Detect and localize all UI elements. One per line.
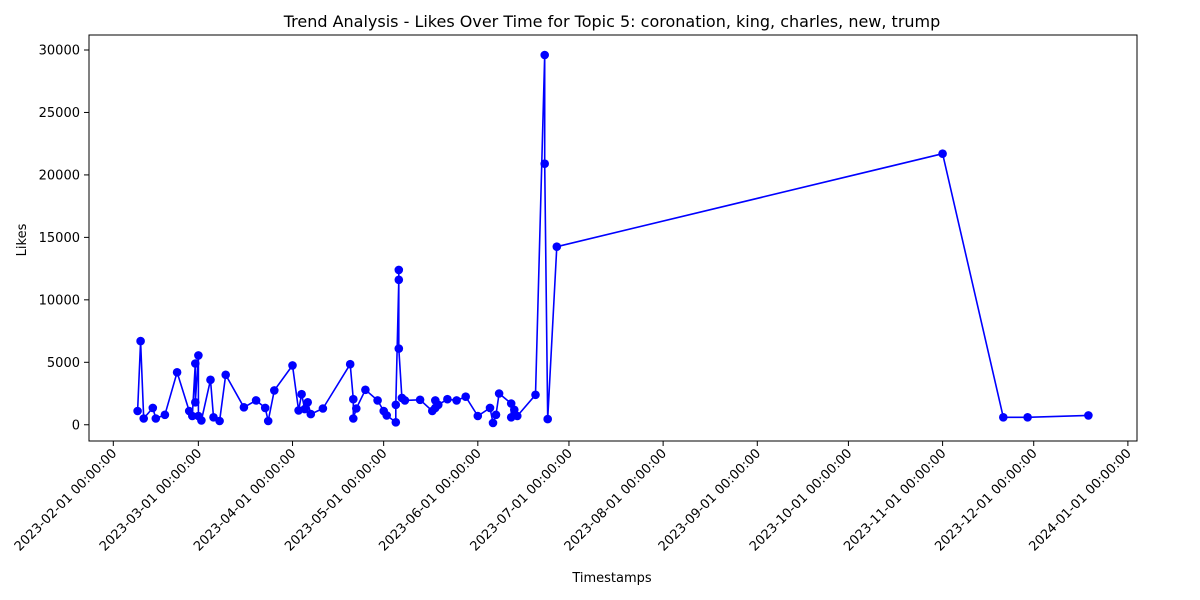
data-point (318, 404, 328, 413)
data-point (543, 414, 552, 424)
data-point (297, 389, 306, 399)
data-point (133, 406, 142, 416)
chart-title: Trend Analysis - Likes Over Time for Top… (283, 12, 941, 31)
data-point (160, 410, 170, 420)
data-point (531, 390, 540, 400)
data-point (1084, 411, 1093, 420)
plot-area (88, 34, 1138, 442)
data-point (251, 396, 261, 405)
data-point (485, 403, 495, 413)
data-point (194, 351, 203, 360)
x-tick-label: 2023-04-01 00:00:00 (191, 446, 299, 554)
data-point (461, 392, 471, 402)
data-point (361, 385, 370, 395)
data-point (136, 336, 145, 346)
data-point (148, 403, 158, 413)
data-point (288, 361, 297, 370)
data-point (260, 403, 270, 413)
x-tick-label: 2023-12-01 00:00:00 (932, 446, 1040, 554)
data-point (270, 386, 279, 395)
data-point (443, 394, 452, 404)
data-point (540, 159, 549, 168)
data-point (394, 265, 404, 275)
data-point (191, 359, 200, 368)
x-tick-label: 2023-06-01 00:00:00 (376, 446, 484, 554)
data-point (394, 275, 404, 285)
x-tick-label: 2023-11-01 00:00:00 (841, 446, 949, 554)
data-point (349, 394, 358, 404)
data-point (139, 414, 148, 423)
data-point (999, 413, 1008, 422)
data-point (191, 398, 200, 407)
y-tick-label: 30000 (39, 43, 80, 58)
x-axis-label: Timestamps (571, 571, 652, 586)
data-point (494, 389, 504, 398)
data-point (300, 404, 310, 414)
data-point (1023, 413, 1032, 422)
y-tick-label: 25000 (39, 106, 80, 121)
data-point (382, 411, 392, 420)
y-axis-label: Likes (15, 223, 30, 256)
x-tick-label: 2023-09-01 00:00:00 (656, 446, 764, 554)
data-point (391, 418, 401, 427)
y-tick-label: 5000 (47, 356, 80, 371)
data-point (345, 359, 355, 369)
series-line (136, 54, 1089, 424)
data-point (352, 404, 361, 413)
data-point (473, 411, 483, 421)
data-point (400, 396, 410, 405)
y-tick-label: 0 (72, 418, 80, 433)
data-point (303, 398, 313, 407)
data-point (188, 411, 197, 421)
data-point (197, 416, 206, 425)
x-tick-label: 2023-08-01 00:00:00 (562, 446, 670, 554)
data-point (172, 368, 182, 377)
x-tick-label: 2023-07-01 00:00:00 (468, 446, 576, 554)
data-point (221, 370, 230, 380)
y-tick-label: 15000 (39, 231, 80, 246)
y-axis: 0 5000 10000 15000 20000 25000 30000 (39, 43, 89, 433)
data-point (373, 396, 382, 405)
data-point (452, 396, 461, 405)
data-point (938, 149, 947, 158)
data-point (263, 416, 273, 426)
data-point (513, 411, 522, 421)
data-point (306, 409, 316, 419)
data-point (488, 418, 498, 428)
data-point (151, 414, 161, 423)
data-point (491, 410, 501, 420)
data-point (415, 395, 425, 405)
y-tick-label: 20000 (39, 168, 80, 183)
plot-frame (88, 34, 1138, 442)
data-point (239, 403, 249, 412)
data-point (206, 375, 215, 385)
data-point (349, 414, 358, 423)
data-point (552, 242, 562, 251)
x-tick-label: 2024-01-01 00:00:00 (1026, 446, 1134, 554)
data-point (434, 400, 443, 410)
data-point (394, 344, 404, 353)
y-tick-label: 10000 (39, 293, 80, 308)
x-tick-label: 2023-05-01 00:00:00 (282, 446, 390, 554)
data-point (540, 50, 549, 60)
data-point (215, 416, 224, 426)
data-point (391, 400, 401, 410)
x-tick-label: 2023-10-01 00:00:00 (747, 446, 855, 554)
series-layer (133, 50, 1093, 428)
